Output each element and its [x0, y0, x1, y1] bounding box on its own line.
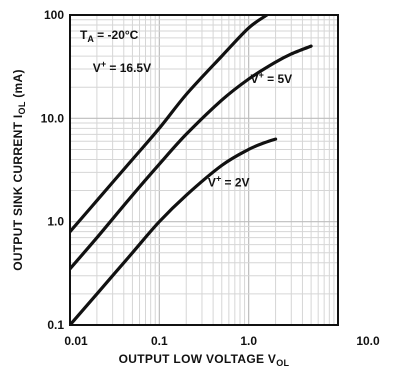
series-label: V+ = 16.5V	[93, 59, 151, 75]
curves	[70, 15, 313, 325]
x-tick-label: 10.0	[356, 334, 380, 348]
series-line	[70, 15, 269, 234]
series-labels: V+ = 16.5V V+ = 5V V+ = 2V	[93, 59, 292, 189]
y-tick-label: 0.1	[47, 318, 64, 332]
x-tick-label: 1.0	[240, 334, 257, 348]
y-tick-label: 1.0	[47, 215, 64, 229]
y-tick-label: 10.0	[41, 111, 65, 125]
y-axis-title: OUTPUT SINK CURRENT IOL (mA)	[11, 69, 27, 271]
series-label: V+ = 2V	[208, 173, 250, 189]
x-tick-labels: 0.01 0.1 1.0 10.0	[64, 334, 380, 348]
plot-frame	[69, 14, 339, 326]
series-line	[70, 44, 313, 271]
grid	[70, 15, 338, 325]
y-tick-label: 100	[44, 8, 64, 22]
x-tick-label: 0.01	[64, 334, 88, 348]
x-axis-title: OUTPUT LOW VOLTAGE VOL	[119, 352, 290, 368]
series-label: V+ = 5V	[251, 70, 293, 86]
series-line	[70, 137, 278, 325]
x-tick-label: 0.1	[151, 334, 168, 348]
condition-annotation: TA = -20°C	[80, 28, 139, 44]
y-tick-labels: 0.1 1.0 10.0 100	[41, 8, 65, 332]
series-line-tail	[290, 44, 312, 56]
